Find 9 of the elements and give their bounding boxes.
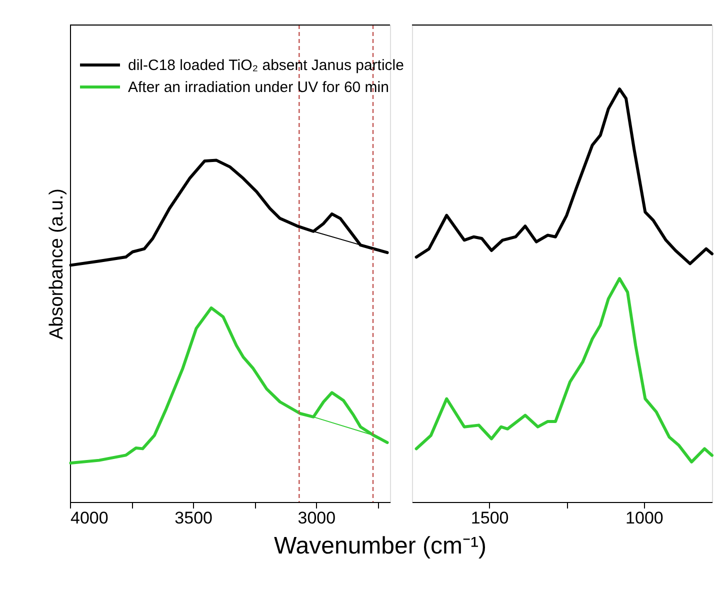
- x-axis-title: Wavenumber (cm⁻¹): [274, 532, 486, 560]
- x-tick-label: 4000: [70, 508, 108, 528]
- legend-label: After an irradiation under UV for 60 min: [128, 79, 389, 96]
- x-tick-label: 3500: [174, 508, 212, 528]
- x-tick-label: 1500: [470, 508, 509, 528]
- x-tick-label: 1000: [626, 508, 664, 528]
- y-axis-title: Absorbance (a.u.): [46, 188, 68, 340]
- x-tick-label: 3000: [298, 508, 336, 528]
- legend-label: dil-C18 loaded TiO₂ absent Janus particle: [128, 57, 404, 74]
